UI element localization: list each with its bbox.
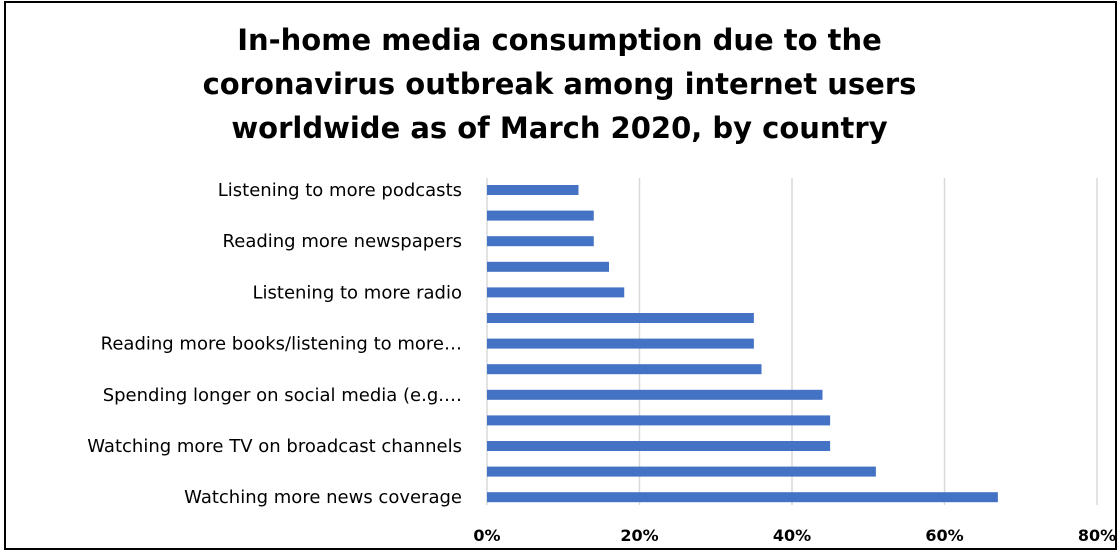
category-label: Listening to more podcasts xyxy=(218,180,462,201)
category-label: Spending longer on social media (e.g.… xyxy=(103,385,462,406)
x-tick-label: 60% xyxy=(925,526,963,545)
bar xyxy=(487,466,876,477)
x-tick-label: 0% xyxy=(473,526,500,545)
x-axis-tick-labels: 0% 20% 40% 60% 80% xyxy=(473,526,1116,545)
bar xyxy=(487,389,823,400)
bar xyxy=(487,441,831,451)
bar xyxy=(487,313,754,323)
bar xyxy=(487,287,625,298)
chart-frame xyxy=(4,1,1117,550)
chart-title-line-1: In-home media consumption due to the xyxy=(237,23,882,57)
x-tick-label: 20% xyxy=(620,526,658,545)
category-label: Reading more newspapers xyxy=(223,231,462,252)
chart-title-line-2: coronavirus outbreak among internet user… xyxy=(202,67,917,101)
category-label: Watching more TV on broadcast channels xyxy=(87,436,462,457)
x-tick-label: 40% xyxy=(773,526,811,545)
bar xyxy=(487,261,609,272)
bar xyxy=(487,185,579,195)
category-label: Listening to more radio xyxy=(252,282,462,303)
bar xyxy=(487,210,594,221)
bar xyxy=(487,364,762,375)
bar xyxy=(487,415,831,426)
bar xyxy=(487,236,594,247)
bar xyxy=(487,492,998,503)
chart-title-line-3: worldwide as of March 2020, by country xyxy=(231,111,888,145)
bars xyxy=(487,185,998,503)
x-tick-label: 80% xyxy=(1078,526,1116,545)
category-label: Reading more books/listening to more… xyxy=(101,334,462,355)
category-label: Watching more news coverage xyxy=(184,487,462,508)
chart-title: In-home media consumption due to the cor… xyxy=(0,18,1119,150)
category-labels: Listening to more podcasts Reading more n… xyxy=(87,180,462,508)
bar xyxy=(487,338,754,349)
